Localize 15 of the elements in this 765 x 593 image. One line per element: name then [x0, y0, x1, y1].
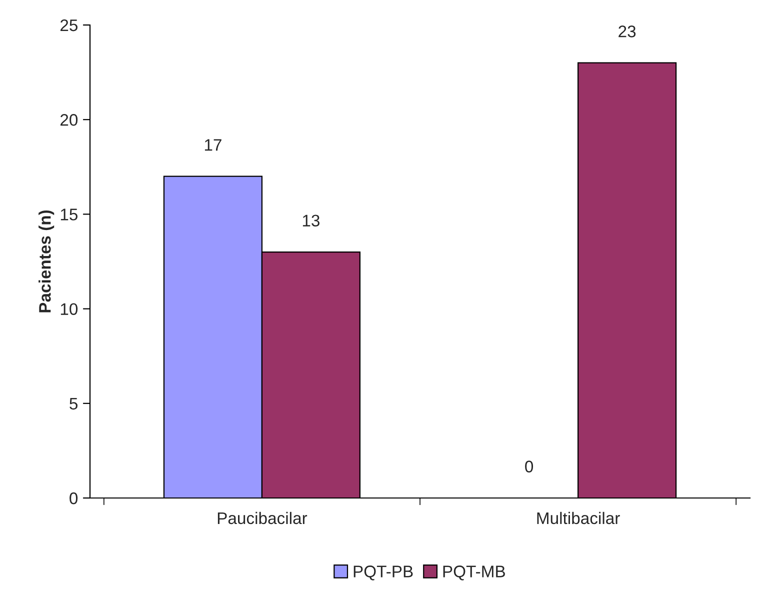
- y-tick-label: 20: [60, 114, 78, 126]
- y-tick-label: 10: [60, 303, 78, 316]
- data-label: 0: [525, 460, 534, 472]
- x-tick-label: Paucibacilar: [218, 512, 308, 524]
- y-tick-label: 15: [60, 208, 78, 220]
- y-axis-title: Pacientes (n): [38, 210, 54, 312]
- data-label: 17: [204, 139, 222, 151]
- legend-label: PQT-PB: [354, 566, 413, 580]
- data-label: 23: [618, 26, 636, 38]
- legend-label: PQT-MB: [443, 566, 505, 580]
- y-tick-label: 25: [60, 19, 78, 32]
- y-tick-label: 5: [70, 398, 78, 410]
- x-tick-label: Multibacilar: [537, 512, 620, 524]
- y-tick-label: 0: [70, 492, 78, 504]
- data-label: 13: [302, 214, 320, 227]
